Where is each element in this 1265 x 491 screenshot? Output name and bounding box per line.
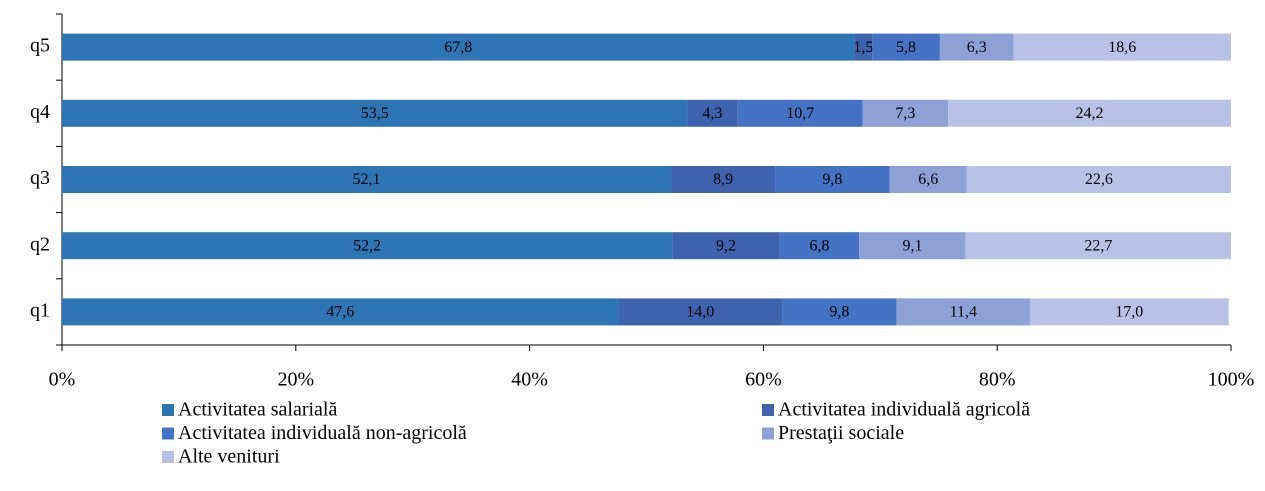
y-tick-label: q2 <box>30 233 50 255</box>
bar-segment <box>62 99 688 127</box>
x-tick-label: 0% <box>49 369 76 391</box>
data-label: 8,9 <box>713 171 733 188</box>
data-label: 22,6 <box>1085 171 1113 188</box>
x-tick-label: 40% <box>511 369 548 391</box>
data-label: 11,4 <box>950 304 977 321</box>
data-label: 9,8 <box>822 171 842 188</box>
data-label: 1,5 <box>853 39 873 56</box>
bar-segment <box>687 99 738 127</box>
x-tick-label: 20% <box>277 369 314 391</box>
bar-segment <box>862 99 949 127</box>
data-label: 52,1 <box>353 171 381 188</box>
data-label: 9,1 <box>902 237 922 254</box>
legend-swatch <box>162 451 174 463</box>
data-label: 24,2 <box>1076 105 1104 122</box>
bar-segment <box>671 166 776 193</box>
bar-segment <box>965 232 1231 260</box>
y-tick-label: q4 <box>30 101 50 123</box>
data-label: 9,8 <box>829 304 849 321</box>
bar-segment <box>737 99 863 127</box>
bar-segment <box>775 166 890 193</box>
data-label: 67,8 <box>444 39 472 56</box>
bar-segment <box>939 33 1014 61</box>
legend-swatch <box>762 404 774 416</box>
bar-segment <box>966 166 1231 193</box>
legend-label: Activitatea individuală non-agricolă <box>178 422 467 444</box>
bar-segment <box>62 33 855 61</box>
legend-swatch <box>162 404 174 416</box>
x-tick-label: 80% <box>979 369 1016 391</box>
y-tick-label: q3 <box>30 167 50 189</box>
bar-segment <box>854 33 873 61</box>
x-tick-label: 60% <box>745 369 782 391</box>
data-label: 6,6 <box>918 171 938 188</box>
legend-label: Prestaţii sociale <box>778 422 904 444</box>
bar-segment <box>62 166 672 193</box>
legend-swatch <box>162 427 174 440</box>
data-label: 53,5 <box>361 105 389 122</box>
data-label: 9,2 <box>716 237 736 254</box>
bar-segment <box>1013 33 1231 61</box>
x-tick-label: 100% <box>1208 369 1255 391</box>
data-label: 18,6 <box>1108 39 1136 56</box>
bar-segment <box>896 298 1030 326</box>
data-label: 4,3 <box>703 105 723 122</box>
bar-segment <box>672 232 780 260</box>
data-label: 10,7 <box>786 105 814 122</box>
legend-label: Activitatea individuală agricolă <box>778 399 1030 421</box>
data-label: 22,7 <box>1084 237 1112 254</box>
bar-segment <box>889 166 967 193</box>
bar-segment <box>948 99 1231 127</box>
data-label: 5,8 <box>896 39 916 56</box>
bar-segment <box>779 232 860 260</box>
bar-segment <box>782 298 897 326</box>
data-label: 47,6 <box>326 304 354 321</box>
bar-segment <box>618 298 783 326</box>
data-label: 7,3 <box>895 105 915 122</box>
bar-segment <box>859 232 966 260</box>
legend-label: Activitatea salarială <box>178 399 337 421</box>
data-label: 17,0 <box>1115 304 1143 321</box>
bar-segment <box>1029 298 1229 326</box>
bar-segment <box>62 232 673 260</box>
y-tick-label: q5 <box>30 35 50 57</box>
legend-swatch <box>762 427 774 440</box>
legend-label: Alte venituri <box>178 446 280 468</box>
data-label: 52,2 <box>353 237 381 254</box>
bar-segment <box>872 33 940 61</box>
data-label: 6,3 <box>967 39 987 56</box>
y-tick-label: q1 <box>30 299 50 321</box>
data-label: 6,8 <box>810 237 830 254</box>
bar-segment <box>62 298 619 326</box>
data-label: 14,0 <box>686 304 714 321</box>
